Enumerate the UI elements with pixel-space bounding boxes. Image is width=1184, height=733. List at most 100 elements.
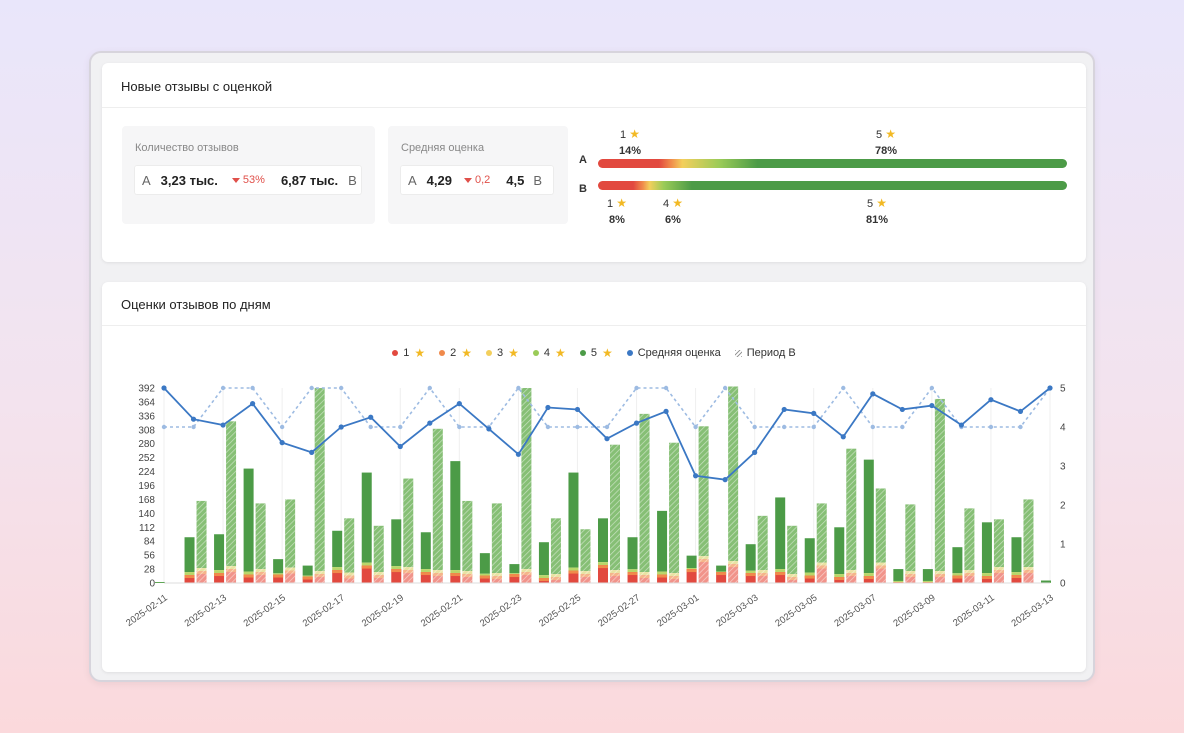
legend-item-4[interactable]: 4 ★ xyxy=(532,346,566,360)
bar-period-b-hatch xyxy=(491,503,502,583)
b-note-1: 1 ★ xyxy=(597,196,637,210)
bar-period-a-r34 xyxy=(922,580,933,583)
bar-period-b-hatch xyxy=(314,388,325,583)
avg-point-period-a xyxy=(988,397,994,403)
bar-period-a-r5 xyxy=(479,553,490,574)
bar-period-a-r2 xyxy=(598,565,608,569)
x-tick-label: 2025-02-23 xyxy=(478,592,524,629)
x-tick-label: 2025-03-09 xyxy=(891,592,937,629)
bar-period-a-r34 xyxy=(716,571,727,573)
avg-rating-compare: A 4,29 0,2 4,5 B xyxy=(400,165,554,195)
y-tick-label: 364 xyxy=(138,397,155,408)
avg-rating-kpi: Средняя оценка A 4,29 0,2 4,5 B xyxy=(388,126,568,224)
avg-point-period-a xyxy=(1047,385,1053,391)
legend-label: 1 xyxy=(403,347,410,359)
bar-period-a-r34 xyxy=(450,570,461,574)
legend-item-3[interactable]: 3 ★ xyxy=(486,346,519,360)
bar-period-b-hatch xyxy=(728,386,739,583)
star-icon: ★ xyxy=(616,196,627,210)
avg-point-period-b xyxy=(279,424,285,430)
bar-period-b-hatch xyxy=(344,518,355,583)
legend-item-5[interactable]: 5 ★ xyxy=(579,346,613,360)
avg-point-period-a xyxy=(427,420,433,426)
legend-label: Период B xyxy=(746,347,796,359)
bar-period-a-r2 xyxy=(745,573,756,577)
bar-period-a-r34 xyxy=(834,574,845,578)
legend-item-period-b[interactable]: Период B xyxy=(734,346,796,360)
bar-period-a-r34 xyxy=(627,569,638,573)
y-tick-label: 28 xyxy=(144,565,156,576)
bar-period-a-r2 xyxy=(775,572,786,576)
bar-period-a-r2 xyxy=(479,575,490,579)
legend-dot xyxy=(626,350,633,356)
bar-period-a-r34 xyxy=(657,571,668,575)
y-tick-label: 392 xyxy=(138,384,155,395)
bar-period-a-r5 xyxy=(981,522,992,574)
bar-period-a-r34 xyxy=(863,573,874,577)
bar-period-a-r2 xyxy=(568,570,579,574)
a-note-5-score: 5 xyxy=(876,129,883,141)
bar-period-b-hatch xyxy=(255,503,266,583)
bar-period-a-r5 xyxy=(214,534,225,571)
bar-period-a-r2 xyxy=(302,576,313,580)
bar-period-a-r1 xyxy=(302,576,313,583)
legend-label: Средняя оценка xyxy=(637,347,721,359)
bar-period-a-r34 xyxy=(332,567,343,571)
bar-period-a-r2 xyxy=(538,578,549,582)
bar-period-a-r1 xyxy=(981,576,992,583)
star-icon: ★ xyxy=(461,346,473,360)
bar-period-b-hatch xyxy=(875,488,886,583)
avg-point-period-b xyxy=(309,385,314,391)
bar-period-a-r34 xyxy=(598,562,608,566)
avg-point-period-b xyxy=(220,385,226,391)
bar-period-a-r1 xyxy=(627,572,638,583)
daily-ratings-chart: 0285684112140168196224252280308336364392… xyxy=(124,384,1066,630)
avg-point-period-b xyxy=(988,424,994,430)
bar-period-a-r34 xyxy=(804,572,815,576)
rating-bar-a xyxy=(598,159,1067,168)
avg-point-period-b xyxy=(427,385,432,391)
summary-title: Новые отзывы с оценкой xyxy=(121,79,273,94)
a-note-1: 1 ★ xyxy=(610,127,650,141)
avg-point-period-a xyxy=(633,420,640,426)
star-icon: ★ xyxy=(414,346,426,360)
bar-period-b-hatch xyxy=(285,499,296,583)
bar-period-a-r5 xyxy=(598,518,608,563)
bar-period-a-r2 xyxy=(1011,575,1022,579)
bar-period-a-r5 xyxy=(804,538,815,573)
legend-item-2[interactable]: 2 ★ xyxy=(439,346,472,360)
bar-period-a-r5 xyxy=(863,459,874,574)
bar-period-a-r5 xyxy=(450,461,461,571)
y2-tick-label: 2 xyxy=(1060,501,1066,512)
bar-period-a-r34 xyxy=(420,569,431,573)
bar-period-a-r5 xyxy=(391,519,402,567)
avg-point-period-a xyxy=(899,406,905,413)
bar-period-a-r2 xyxy=(184,575,195,579)
bar-period-a-r34 xyxy=(893,580,904,583)
avg-point-period-a xyxy=(515,451,521,457)
x-tick-label: 2025-02-13 xyxy=(183,592,229,629)
x-tick-label: 2025-02-15 xyxy=(242,592,288,629)
bar-period-a-r1 xyxy=(775,572,786,583)
b-note-1-pct: 8% xyxy=(609,214,625,226)
bar-period-a-r5 xyxy=(922,569,933,581)
avg-point-period-a xyxy=(368,414,374,420)
period-a-count: 3,23 тыс. xyxy=(160,172,218,188)
y-tick-label: 84 xyxy=(144,537,156,548)
avg-point-period-b xyxy=(604,424,610,430)
legend-label: 4 xyxy=(543,347,551,359)
legend-item-avg[interactable]: Средняя оценка xyxy=(626,346,721,360)
avg-point-period-b xyxy=(634,385,639,391)
bar-period-b-hatch xyxy=(1023,499,1034,583)
y-tick-label: 252 xyxy=(138,453,155,464)
y-tick-label: 0 xyxy=(149,579,155,590)
bar-period-a-r5 xyxy=(155,582,165,583)
bar-period-a-r1 xyxy=(716,572,727,583)
bar-period-a-r2 xyxy=(981,576,992,580)
y-tick-label: 56 xyxy=(144,551,156,562)
legend-label: 3 xyxy=(497,347,504,359)
legend-item-1[interactable]: 1 ★ xyxy=(392,346,425,360)
period-b-tag: B xyxy=(533,172,543,188)
star-icon: ★ xyxy=(629,127,640,141)
avg-point-period-a xyxy=(840,434,846,440)
